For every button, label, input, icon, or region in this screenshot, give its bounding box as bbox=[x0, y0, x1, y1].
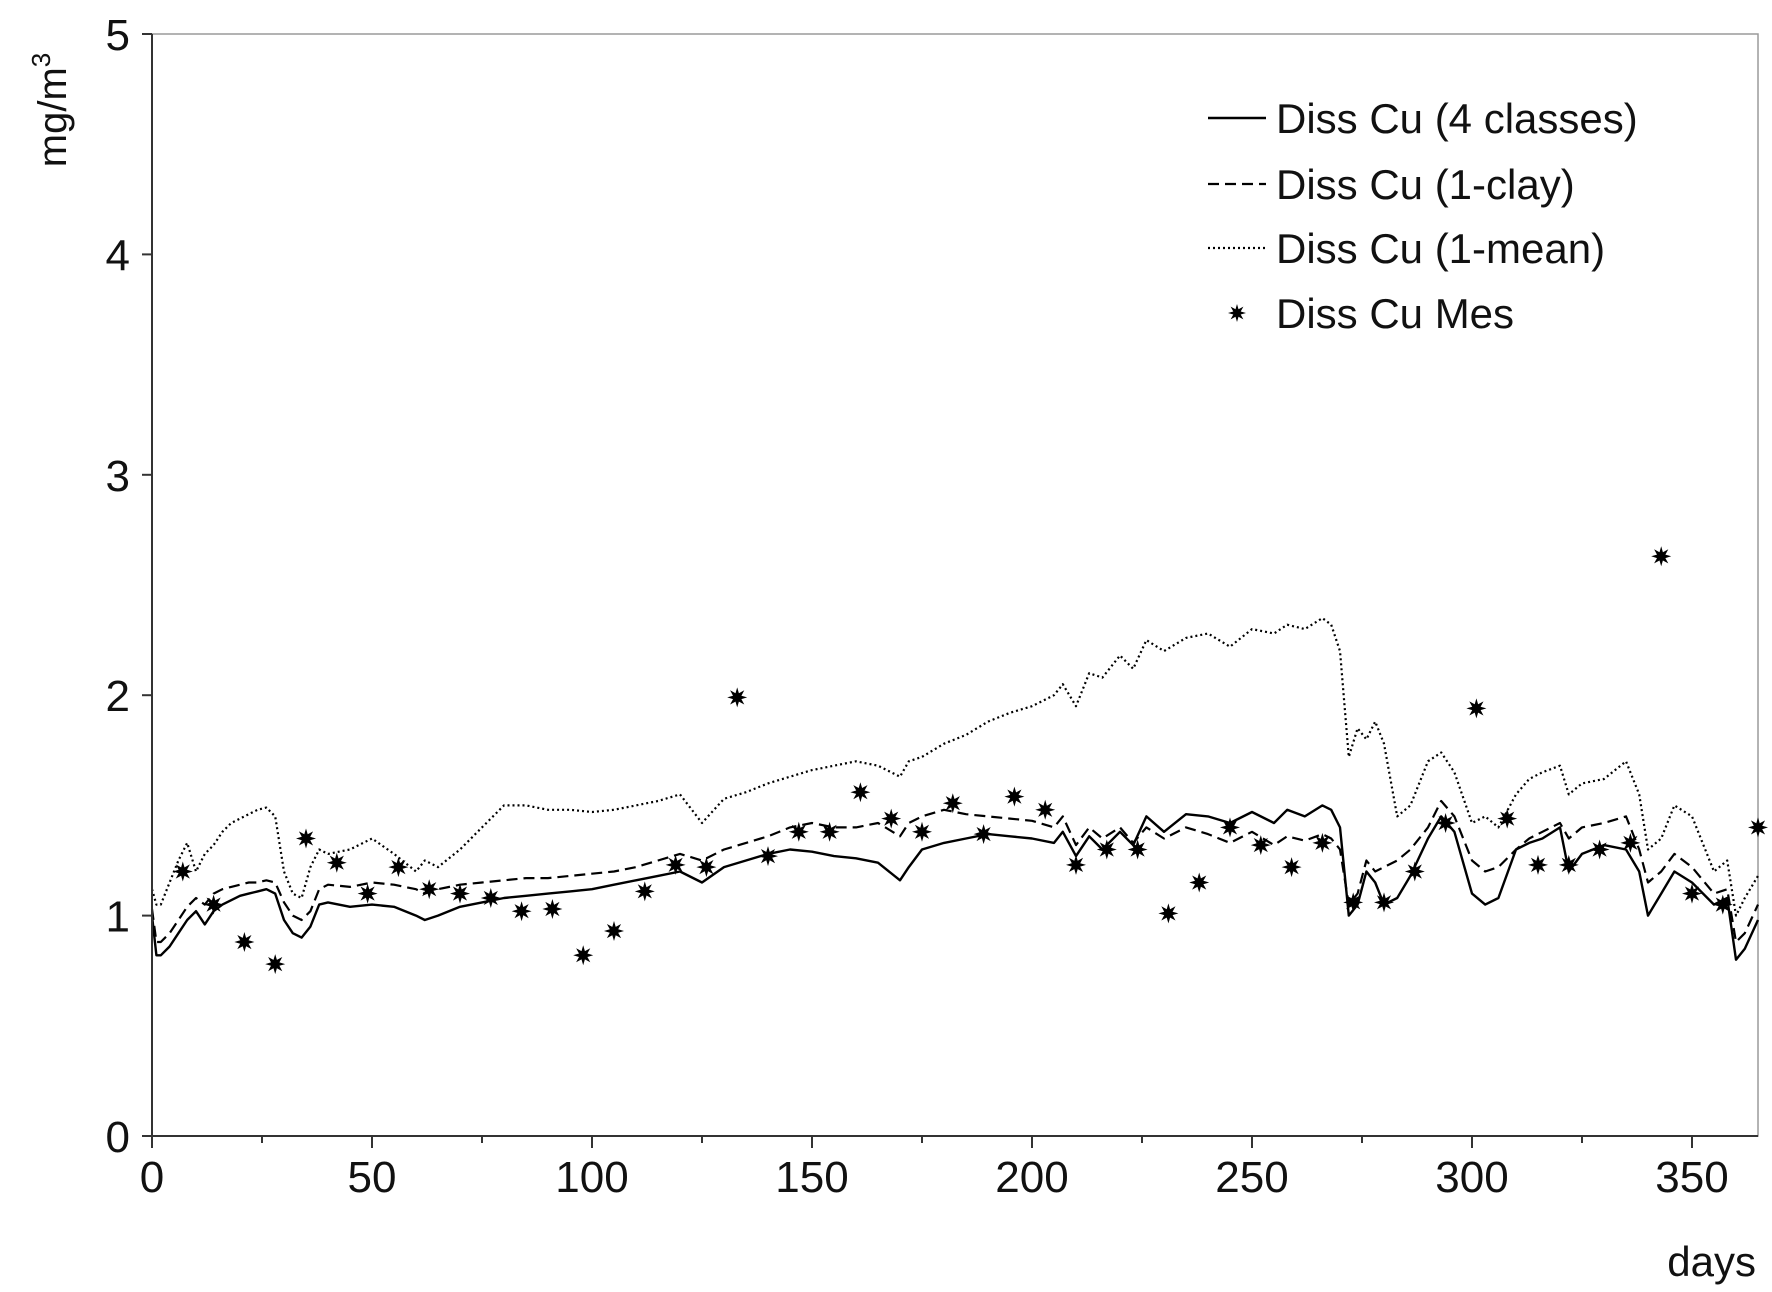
data-point bbox=[1035, 799, 1056, 820]
data-point bbox=[665, 854, 686, 875]
data-point bbox=[1096, 839, 1117, 860]
x-tick-label: 200 bbox=[995, 1153, 1068, 1202]
legend-entry: Diss Cu (4 classes) bbox=[1208, 95, 1638, 142]
series-markers bbox=[172, 546, 1768, 975]
legend-label: Diss Cu (1-mean) bbox=[1276, 225, 1605, 272]
data-point bbox=[388, 857, 409, 878]
data-point bbox=[1435, 813, 1456, 833]
data-point bbox=[1404, 861, 1425, 882]
data-point bbox=[1589, 839, 1610, 860]
legend-marker bbox=[1228, 304, 1246, 322]
series-layer bbox=[150, 546, 1768, 975]
series-line-dotted bbox=[150, 617, 1759, 917]
y-axis-label: mg/m3 bbox=[26, 53, 75, 167]
data-point bbox=[788, 821, 809, 842]
data-point bbox=[234, 932, 255, 952]
x-tick-label: 300 bbox=[1435, 1153, 1508, 1202]
data-point bbox=[1466, 698, 1487, 719]
data-point bbox=[942, 793, 963, 814]
data-point bbox=[511, 901, 532, 922]
legend: Diss Cu (4 classes) Diss Cu (1-clay) Diss … bbox=[1208, 95, 1638, 337]
data-point bbox=[1497, 808, 1518, 829]
data-point bbox=[542, 899, 563, 919]
data-point bbox=[1651, 546, 1672, 567]
data-point bbox=[1004, 786, 1025, 807]
data-point bbox=[1374, 892, 1394, 913]
data-point bbox=[973, 824, 994, 845]
data-point bbox=[727, 687, 748, 708]
data-point bbox=[1189, 872, 1210, 893]
data-point bbox=[758, 846, 778, 867]
series-line-solid bbox=[150, 804, 1760, 961]
legend-entry: Diss Cu (1-clay) bbox=[1208, 161, 1575, 208]
y-tick-label: 4 bbox=[106, 231, 130, 280]
data-point bbox=[265, 954, 286, 975]
legend-label: Diss Cu (4 classes) bbox=[1276, 95, 1638, 142]
data-point bbox=[172, 861, 193, 882]
data-point bbox=[1558, 854, 1579, 875]
legend-label: Diss Cu Mes bbox=[1276, 290, 1514, 337]
data-point bbox=[1312, 832, 1333, 853]
data-point bbox=[203, 894, 224, 915]
legend-entry: Diss Cu (1-mean) bbox=[1208, 225, 1605, 272]
data-point bbox=[1220, 817, 1240, 838]
x-tick-label: 150 bbox=[775, 1153, 848, 1202]
data-point bbox=[326, 852, 347, 873]
data-point bbox=[1127, 839, 1148, 860]
y-tick-label: 1 bbox=[106, 893, 130, 942]
data-point bbox=[819, 821, 840, 842]
data-point bbox=[1066, 854, 1086, 875]
data-point bbox=[1343, 892, 1364, 913]
x-tick-label: 350 bbox=[1655, 1153, 1728, 1202]
x-tick-label: 250 bbox=[1215, 1153, 1288, 1202]
data-point bbox=[1712, 894, 1733, 915]
data-point bbox=[450, 883, 470, 904]
x-tick-label: 50 bbox=[348, 1153, 397, 1202]
x-axis-label: days bbox=[1667, 1238, 1756, 1285]
data-point bbox=[357, 883, 378, 904]
data-point bbox=[573, 945, 594, 966]
data-point bbox=[1748, 817, 1768, 838]
data-point bbox=[634, 881, 655, 902]
data-point bbox=[1158, 903, 1179, 924]
y-tick-label: 3 bbox=[106, 452, 130, 501]
x-tick-label: 100 bbox=[555, 1153, 628, 1202]
data-point bbox=[1281, 857, 1302, 878]
x-tick-label: 0 bbox=[140, 1153, 164, 1202]
data-point bbox=[1528, 854, 1548, 875]
y-tick-label: 0 bbox=[106, 1113, 130, 1162]
data-point bbox=[1620, 832, 1641, 853]
data-point bbox=[480, 888, 501, 908]
y-tick-label: 5 bbox=[106, 11, 130, 60]
y-axis-label-superscript: 3 bbox=[26, 53, 56, 67]
legend-entry: Diss Cu Mes bbox=[1228, 290, 1514, 337]
y-axis-label-text: mg/m bbox=[31, 67, 75, 167]
data-point bbox=[1250, 835, 1271, 856]
legend-label: Diss Cu (1-clay) bbox=[1276, 161, 1575, 208]
data-point bbox=[604, 921, 624, 941]
data-point bbox=[696, 857, 717, 878]
data-point bbox=[881, 808, 902, 829]
series-line-dashed bbox=[150, 799, 1759, 944]
data-point bbox=[912, 821, 932, 842]
data-point bbox=[850, 782, 871, 803]
y-tick-label: 2 bbox=[106, 672, 130, 721]
data-point bbox=[1682, 883, 1702, 904]
data-point bbox=[296, 828, 316, 849]
data-point bbox=[419, 879, 440, 900]
